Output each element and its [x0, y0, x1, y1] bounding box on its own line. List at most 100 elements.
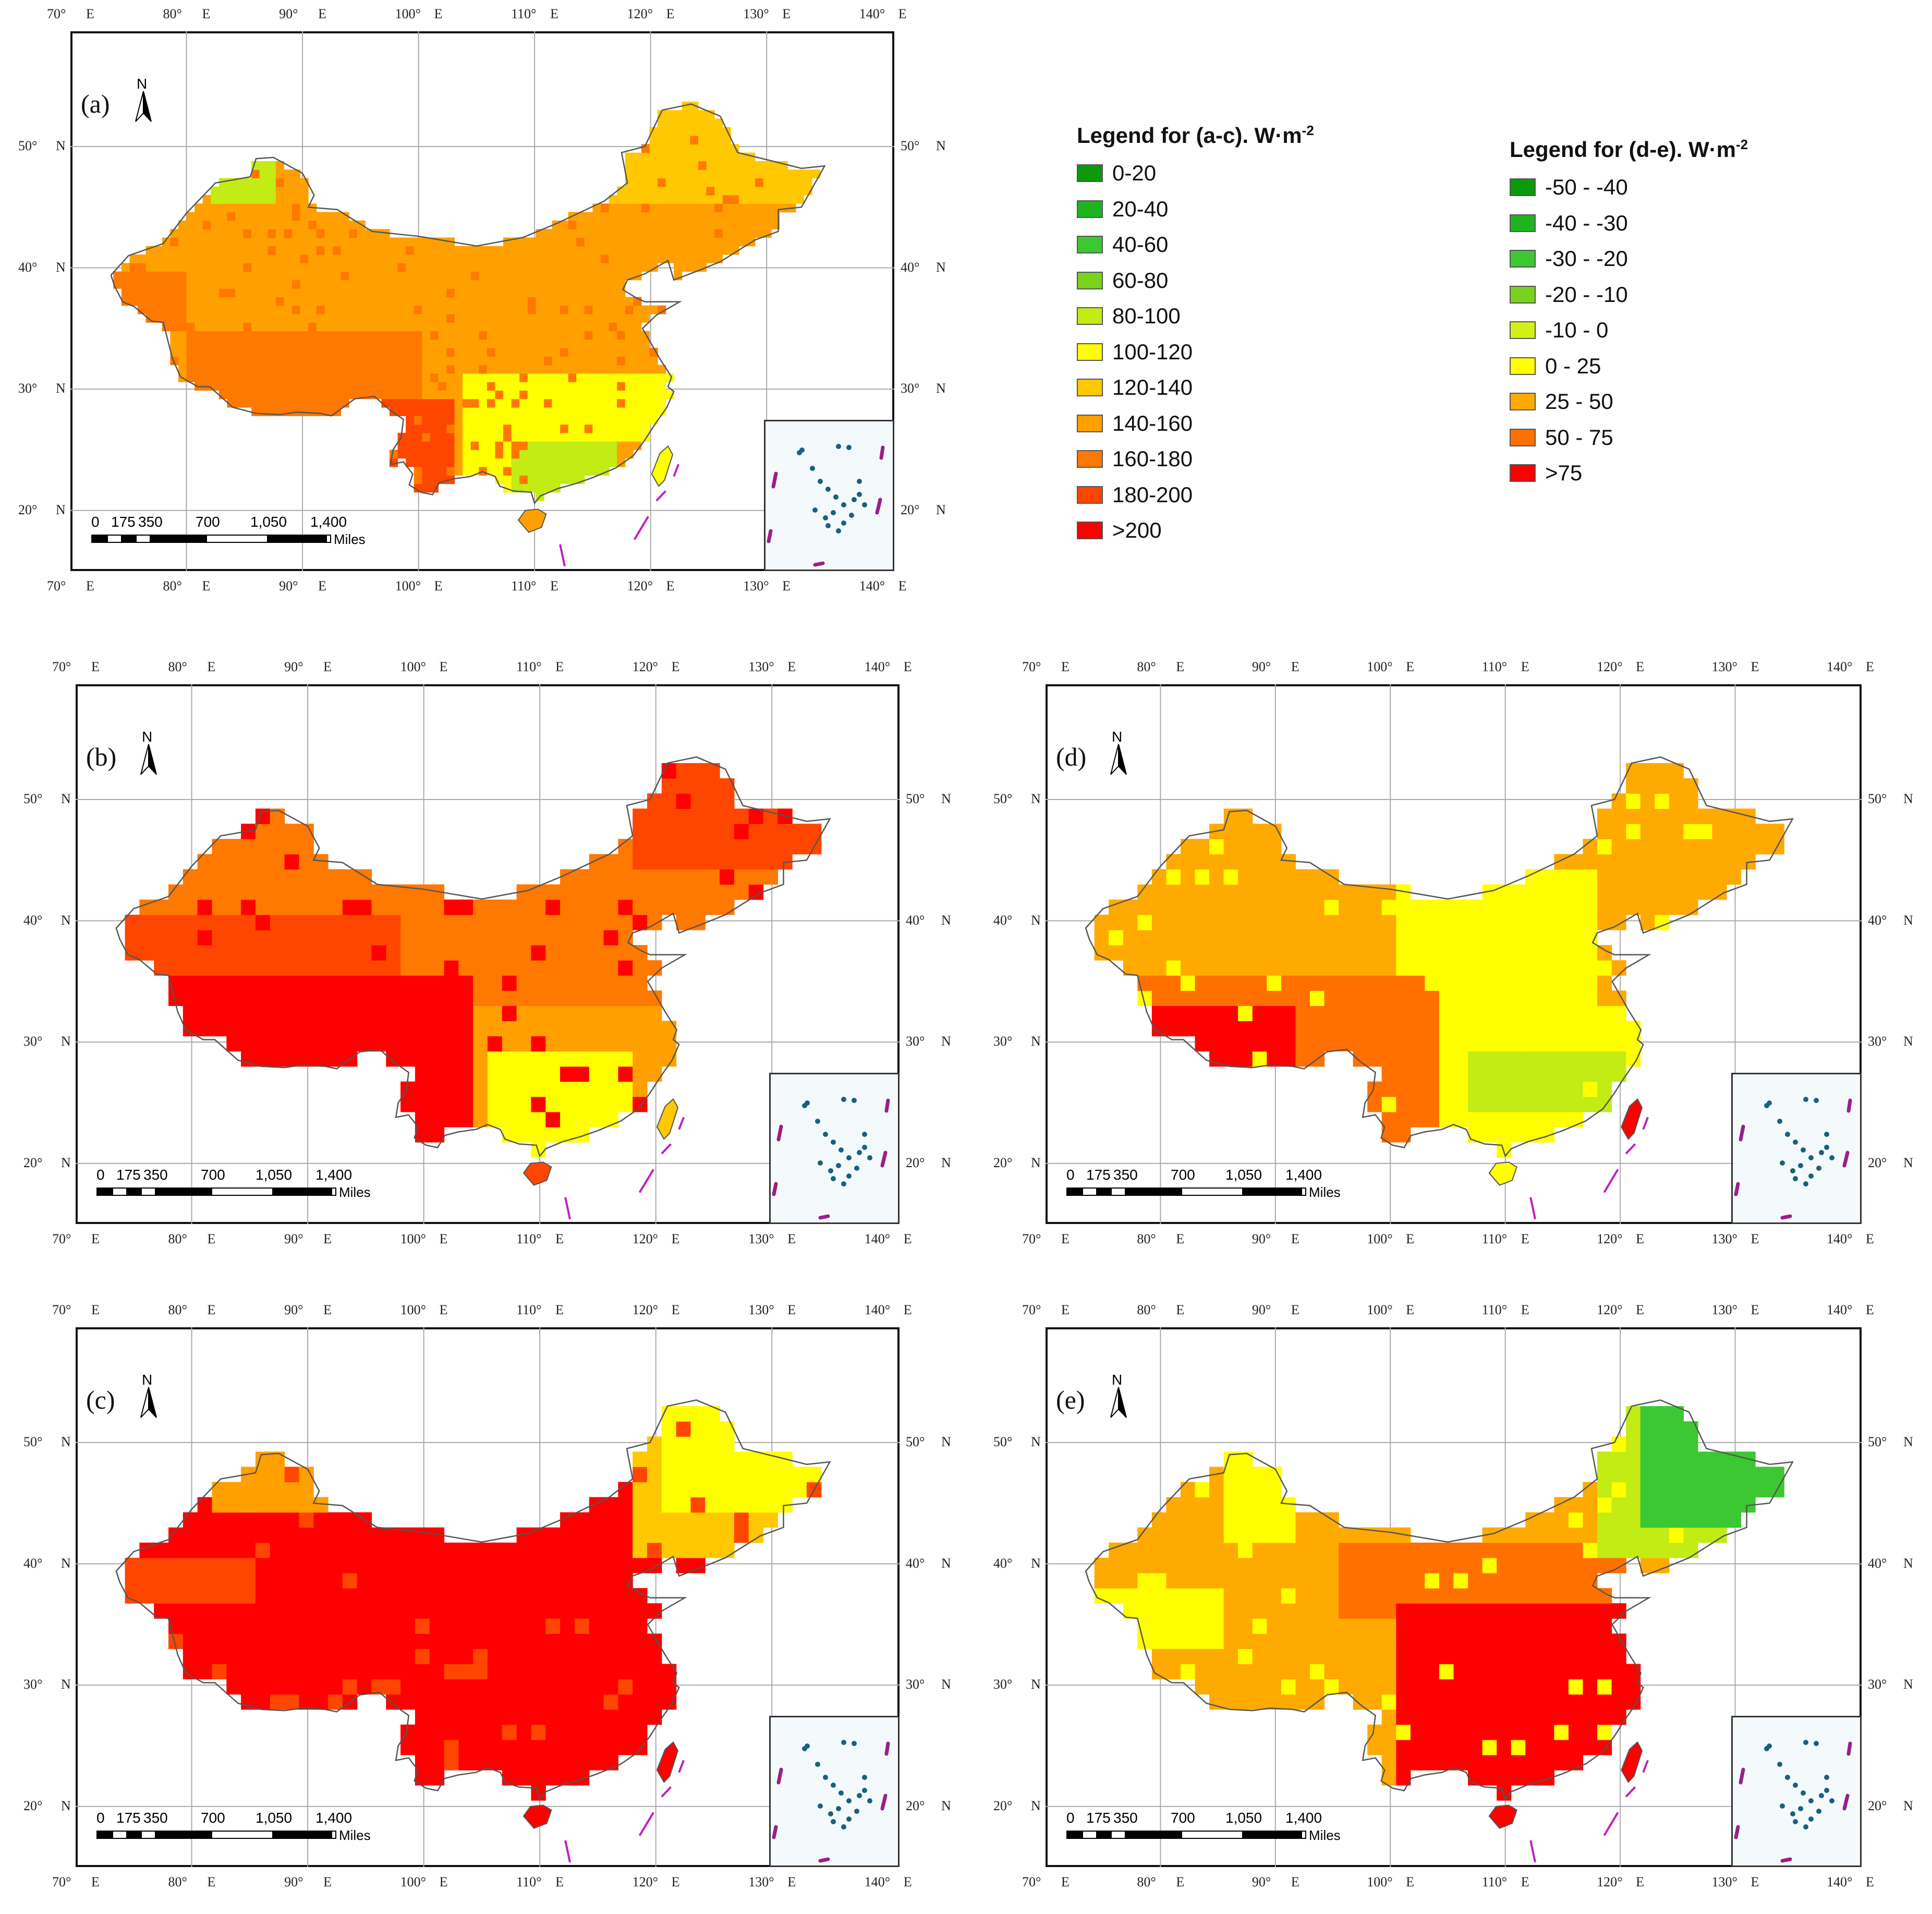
raster-cell	[592, 466, 601, 476]
inset-island-dot	[841, 1824, 846, 1830]
raster-cell	[1166, 1588, 1181, 1604]
raster-cell	[438, 365, 447, 374]
raster-cell	[430, 271, 439, 281]
inset-island-dot	[1816, 1166, 1821, 1171]
raster-cell	[268, 356, 276, 366]
raster-cell	[574, 1096, 590, 1112]
raster-cell	[1166, 1664, 1181, 1680]
raster-cell	[516, 1664, 532, 1680]
raster-cell	[1137, 945, 1152, 961]
raster-cell	[332, 220, 342, 229]
raster-cell	[1123, 1542, 1138, 1558]
raster-cell	[259, 390, 268, 399]
raster-cell	[470, 313, 479, 323]
raster-cell	[568, 271, 577, 281]
raster-cell	[458, 899, 473, 915]
raster-cell	[1453, 1096, 1468, 1112]
raster-cell	[389, 348, 398, 357]
raster-cell	[1597, 1512, 1612, 1528]
raster-cell	[1295, 1633, 1310, 1649]
raster-cell	[1439, 1006, 1454, 1022]
legend-label: 80-100	[1112, 304, 1181, 329]
raster-cell	[1655, 1512, 1670, 1528]
raster-cell	[268, 169, 276, 179]
raster-cell	[1468, 1694, 1483, 1710]
raster-cell	[444, 1694, 459, 1710]
raster-cell	[406, 339, 415, 348]
raster-cell	[1655, 1421, 1670, 1437]
raster-cell	[226, 1542, 241, 1558]
raster-cell	[618, 1512, 633, 1528]
raster-cell	[470, 373, 479, 382]
raster-cell	[438, 407, 447, 416]
raster-cell	[438, 246, 447, 255]
raster-cell	[1396, 960, 1411, 976]
raster-cell	[473, 899, 488, 915]
raster-cell	[763, 839, 778, 855]
raster-cell	[531, 899, 546, 915]
raster-cell	[1727, 1482, 1742, 1498]
raster-cell	[1511, 899, 1526, 915]
raster-cell	[589, 945, 604, 961]
raster-cell	[422, 466, 431, 476]
raster-cell	[552, 390, 561, 399]
raster-cell	[129, 297, 138, 306]
raster-cell	[342, 945, 358, 961]
lon-tick-label: 100°	[395, 578, 421, 593]
raster-cell	[227, 313, 236, 323]
raster-cell	[1410, 1081, 1425, 1097]
raster-cell	[373, 348, 382, 357]
raster-cell	[186, 254, 195, 263]
raster-cell	[1583, 1679, 1598, 1695]
raster-cell	[255, 914, 271, 930]
raster-cell	[690, 127, 699, 136]
raster-cell	[212, 1588, 227, 1604]
lon-tick-label: 140°	[1826, 1231, 1853, 1246]
raster-cell	[738, 195, 747, 204]
raster-cell	[386, 1603, 401, 1619]
raster-cell	[1568, 1603, 1584, 1619]
raster-cell	[373, 356, 382, 366]
inset-island-dot	[857, 479, 862, 484]
raster-cell	[197, 1603, 213, 1619]
raster-cell	[1295, 1694, 1310, 1710]
raster-cell	[328, 1051, 343, 1067]
raster-cell	[1525, 1633, 1540, 1649]
raster-cell	[592, 297, 601, 306]
raster-cell	[349, 339, 358, 348]
raster-cell	[1353, 1679, 1368, 1695]
raster-cell	[1324, 1006, 1339, 1022]
raster-cell	[1381, 899, 1396, 915]
raster-cell	[1195, 945, 1210, 961]
raster-cell	[389, 271, 398, 281]
raster-cell	[1439, 929, 1454, 946]
raster-cell	[661, 839, 677, 855]
raster-cell	[429, 1649, 445, 1665]
raster-cell	[197, 899, 213, 915]
raster-cell	[576, 450, 585, 459]
raster-cell	[1123, 1588, 1138, 1604]
raster-cell	[1238, 869, 1253, 885]
raster-cell	[1583, 1724, 1598, 1740]
raster-cell	[1180, 1603, 1196, 1619]
raster-cell	[738, 237, 747, 247]
raster-cell	[1281, 1006, 1296, 1022]
raster-cell	[1267, 1664, 1282, 1680]
raster-cell	[1583, 869, 1598, 885]
raster-cell	[328, 1649, 343, 1665]
raster-cell	[1468, 975, 1483, 991]
raster-cell	[1381, 1096, 1396, 1112]
raster-cell	[1468, 1709, 1483, 1725]
raster-cell	[1453, 1709, 1468, 1725]
raster-cell	[299, 1467, 314, 1483]
inset-dash	[884, 1741, 890, 1756]
raster-cell	[1611, 1679, 1626, 1695]
legend-swatch	[1077, 522, 1103, 540]
raster-cell	[589, 1603, 604, 1619]
raster-cell	[275, 390, 285, 399]
raster-cell	[1381, 1709, 1396, 1725]
raster-cell	[400, 1051, 416, 1067]
raster-cell	[168, 1603, 184, 1619]
lat-tick-label: 40°	[1868, 1555, 1887, 1571]
raster-cell	[511, 475, 520, 484]
